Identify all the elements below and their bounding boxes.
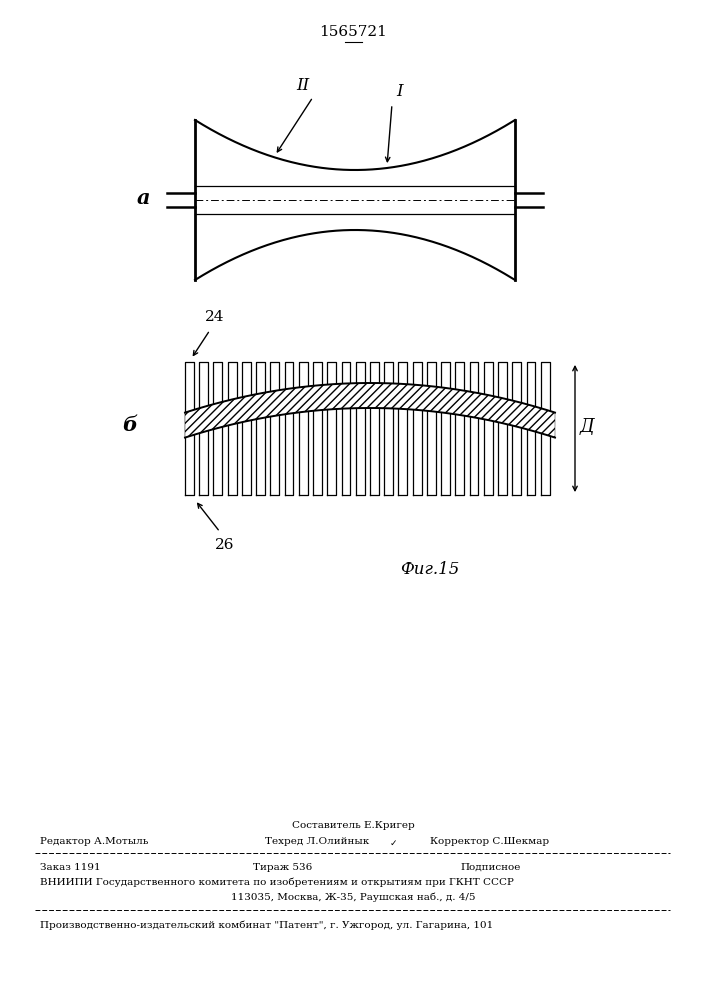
Text: ✓: ✓: [390, 838, 397, 848]
Text: Техред Л.Олийнык: Техред Л.Олийнык: [265, 838, 369, 846]
Text: Тираж 536: Тираж 536: [253, 862, 312, 871]
Text: 113035, Москва, Ж-35, Раушская наб., д. 4/5: 113035, Москва, Ж-35, Раушская наб., д. …: [230, 892, 475, 902]
Text: 1565721: 1565721: [319, 25, 387, 39]
Text: 26: 26: [215, 538, 235, 552]
Text: Производственно-издательский комбинат "Патент", г. Ужгород, ул. Гагарина, 101: Производственно-издательский комбинат "П…: [40, 920, 493, 930]
Text: Подписное: Подписное: [460, 862, 520, 871]
Text: б: б: [122, 415, 138, 435]
Text: Д: Д: [580, 418, 595, 436]
Text: 24: 24: [205, 310, 225, 324]
Text: Редактор А.Мотыль: Редактор А.Мотыль: [40, 838, 148, 846]
Text: a: a: [136, 188, 150, 208]
Text: ВНИИПИ Государственного комитета по изобретениям и открытиям при ГКНТ СССР: ВНИИПИ Государственного комитета по изоб…: [40, 877, 514, 887]
Text: Составитель Е.Кригер: Составитель Е.Кригер: [291, 820, 414, 830]
Text: Заказ 1191: Заказ 1191: [40, 862, 100, 871]
Text: II: II: [296, 77, 310, 94]
Text: Фиг.15: Фиг.15: [400, 562, 460, 578]
Text: I: I: [397, 84, 403, 101]
Text: Корректор С.Шекмар: Корректор С.Шекмар: [430, 838, 549, 846]
